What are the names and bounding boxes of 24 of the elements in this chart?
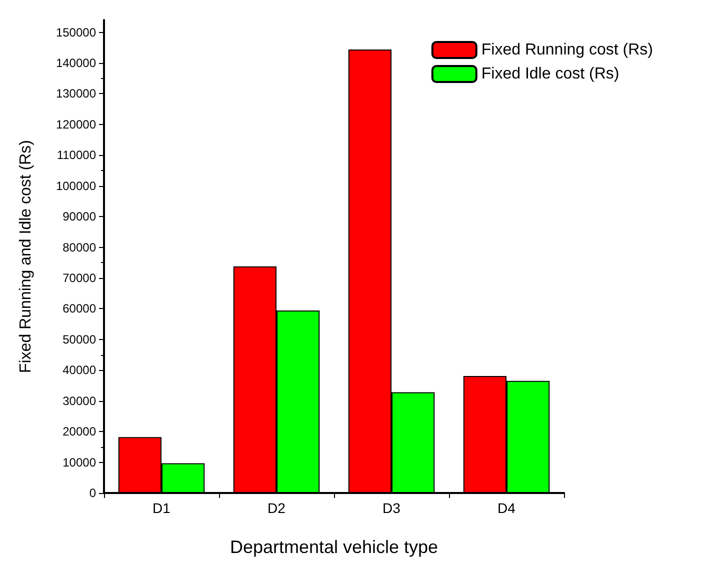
y-tick-label: 120000 (56, 117, 96, 132)
y-tick-label: 70000 (62, 271, 96, 285)
y-axis-title: Fixed Running and Idle cost (Rs) (18, 140, 34, 373)
y-tick-label: 130000 (56, 86, 96, 101)
y-tick-label: 80000 (62, 240, 96, 254)
y-tick-label: 150000 (56, 25, 96, 40)
y-tick-label: 40000 (62, 363, 96, 378)
y-tick-label: 110000 (56, 148, 96, 162)
y-tick-label: 0 (89, 486, 96, 500)
x-tick-label: D2 (268, 500, 286, 516)
legend-label: Fixed Idle cost (Rs) (481, 66, 620, 82)
x-tick-label: D4 (498, 500, 516, 516)
y-tick-label: 90000 (62, 210, 96, 224)
y-tick-label: 30000 (62, 394, 96, 408)
legend-label: Fixed Running cost (Rs) (481, 42, 654, 58)
y-tick-label: 50000 (62, 332, 96, 346)
y-tick-label: 10000 (62, 455, 96, 470)
y-tick-label: 140000 (56, 56, 96, 70)
x-tick-label: D1 (152, 500, 171, 516)
y-tick-label: 100000 (56, 178, 96, 193)
y-tick-label: 20000 (62, 424, 96, 439)
x-tick-label: D3 (382, 500, 401, 516)
y-tick-label: 60000 (62, 302, 96, 316)
x-axis-title: Departmental vehicle type (230, 537, 438, 557)
